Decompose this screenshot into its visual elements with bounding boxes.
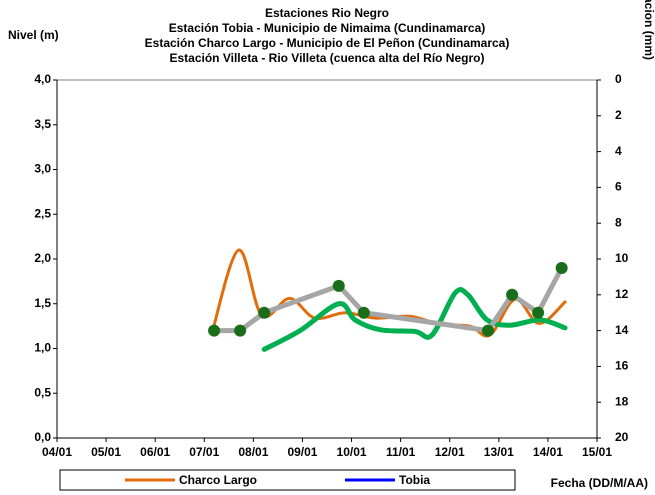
series-marker	[532, 306, 545, 319]
y-tick-label: 0,0	[34, 430, 51, 444]
x-tick-label: 14/01	[533, 445, 563, 459]
x-tick-label: 12/01	[435, 445, 465, 459]
x-tick-label: 13/01	[484, 445, 514, 459]
series-marker	[332, 279, 345, 292]
x-axis-label: Fecha (DD/M/AA)	[551, 476, 648, 490]
legend-box	[59, 469, 516, 491]
x-tick-label: 11/01	[386, 445, 416, 459]
y-tick-label: 2,5	[34, 206, 51, 220]
legend-label: Charco Largo	[179, 473, 257, 487]
x-tick-label: 05/01	[91, 445, 121, 459]
y-tick-label: 4,0	[34, 72, 51, 86]
x-tick-label: 09/01	[287, 445, 317, 459]
series-marker	[258, 306, 271, 319]
series-marker	[208, 324, 221, 337]
y2-tick-label: 6	[615, 180, 622, 194]
series-marker	[234, 324, 247, 337]
y2-tick-label: 18	[615, 394, 629, 408]
x-tick-label: 06/01	[140, 445, 170, 459]
chart-title: Estación Villeta - Rio Villeta (cuenca a…	[170, 51, 485, 65]
x-tick-label: 07/01	[189, 445, 219, 459]
y2-tick-label: 8	[615, 215, 622, 229]
y2-tick-label: 2	[615, 108, 622, 122]
legend-label: Tobia	[399, 473, 430, 487]
y-tick-label: 1,5	[34, 296, 51, 310]
x-tick-label: 08/01	[238, 445, 268, 459]
y-tick-label: 1,0	[34, 341, 51, 355]
y-tick-label: 3,0	[34, 162, 51, 176]
chart-title: Estación Tobia - Municipio de Nimaima (C…	[169, 21, 486, 35]
y2-tick-label: 14	[615, 323, 629, 337]
x-tick-label: 10/01	[337, 445, 367, 459]
y-tick-label: 0,5	[34, 385, 51, 399]
series-marker	[555, 261, 568, 274]
y-axis-label: Nivel (m)	[8, 28, 59, 42]
y-tick-label: 3,5	[34, 117, 51, 131]
y2-tick-label: 16	[615, 359, 629, 373]
y2-tick-label: 20	[615, 430, 629, 444]
series-line	[261, 286, 568, 352]
series-marker	[506, 288, 519, 301]
y2-tick-label: 12	[615, 287, 629, 301]
x-tick-label: 15/01	[582, 445, 612, 459]
y2-tick-label: 4	[615, 144, 622, 158]
y-tick-label: 2,0	[34, 251, 51, 265]
series-marker	[482, 324, 495, 337]
chart-title: Estación Charco Largo - Municipio de El …	[145, 36, 510, 50]
y2-axis-label: Precipitacion (mm)	[642, 0, 655, 60]
chart-title: Estaciones Rio Negro	[265, 6, 389, 20]
y2-tick-label: 10	[615, 251, 629, 265]
x-tick-label: 04/01	[42, 445, 72, 459]
series-marker	[357, 306, 370, 319]
plot-area	[56, 79, 598, 439]
y2-tick-label: 0	[615, 72, 622, 86]
